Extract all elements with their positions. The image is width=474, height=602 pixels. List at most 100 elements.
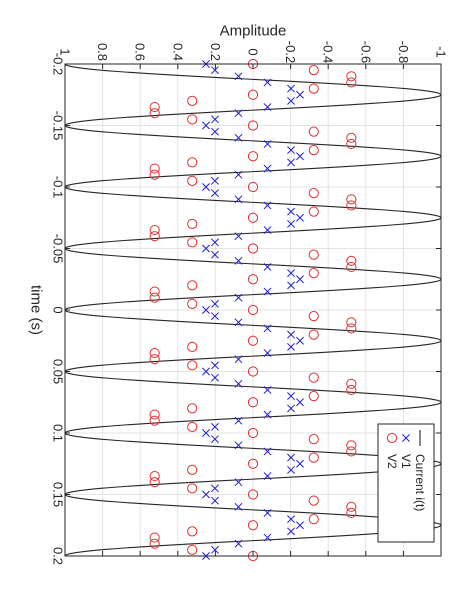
data-point-x-marker (211, 127, 219, 136)
data-point-x-marker (287, 342, 295, 351)
data-point-x-marker (211, 361, 219, 370)
data-point-circle-marker (346, 446, 357, 457)
data-point-circle-marker (308, 268, 319, 279)
x-tick-label: -0.05 (51, 234, 66, 264)
data-point-x-marker (287, 146, 295, 155)
series-v2 (149, 58, 357, 562)
data-point-x-marker (296, 336, 304, 345)
data-point-circle-marker (187, 298, 198, 309)
legend-entry-label: V2 (385, 454, 399, 469)
data-point-circle-marker (308, 249, 319, 260)
data-point-x-marker (287, 158, 295, 167)
data-point-circle-marker (187, 403, 198, 414)
data-point-circle-marker (149, 286, 160, 297)
data-point-circle-marker (346, 323, 357, 334)
data-point-x-marker (234, 232, 243, 241)
data-point-circle-marker (308, 206, 319, 217)
data-point-x-marker (234, 109, 243, 118)
data-point-circle-marker (247, 243, 259, 254)
legend-box (377, 423, 435, 543)
data-point-x-marker (211, 545, 219, 554)
x-tick-label: 0.05 (51, 359, 66, 384)
data-point-x-marker (263, 201, 272, 210)
y-tick-label: 0.8 (95, 43, 110, 61)
data-point-x-marker (296, 398, 304, 407)
x-tick-label: -0.2 (51, 53, 66, 75)
data-point-x-marker (263, 226, 272, 235)
data-point-x-marker (287, 219, 295, 228)
x-tick-label: 0.15 (51, 482, 66, 507)
data-point-circle-marker (149, 532, 160, 543)
data-point-circle-marker (149, 409, 160, 420)
data-point-circle-marker (346, 378, 357, 389)
data-point-x-marker (211, 189, 219, 198)
data-point-circle-marker (247, 212, 259, 223)
data-point-circle-marker (187, 360, 198, 371)
data-point-x-marker (263, 508, 272, 517)
data-point-x-marker (234, 170, 243, 179)
data-point-x-marker (287, 207, 295, 216)
y-tick-label: 0.4 (170, 43, 185, 61)
data-point-x-marker (287, 465, 295, 474)
data-point-x-marker (263, 349, 272, 358)
data-point-x-marker (234, 502, 243, 511)
data-point-x-marker (211, 312, 219, 321)
data-point-x-marker (202, 367, 210, 376)
data-point-x-marker (287, 453, 295, 462)
data-point-x-marker (234, 318, 243, 327)
legend-swatch-circle (386, 432, 398, 444)
data-point-circle-marker (346, 132, 357, 143)
y-tick-label: -1 (434, 46, 449, 58)
data-point-x-marker (263, 287, 272, 296)
y-tick-label: 0.2 (208, 43, 223, 61)
data-point-circle-marker (187, 175, 198, 186)
data-point-circle-marker (149, 538, 160, 549)
data-point-circle-marker (187, 95, 198, 107)
data-point-circle-marker (308, 145, 319, 156)
data-point-x-marker (234, 416, 243, 425)
data-point-circle-marker (187, 341, 198, 352)
data-point-circle-marker (187, 280, 198, 291)
data-point-circle-marker (308, 83, 319, 94)
data-point-circle-marker (346, 317, 357, 328)
data-point-circle-marker (346, 440, 357, 451)
data-point-circle-marker (247, 89, 259, 100)
data-point-x-marker (211, 484, 219, 493)
data-point-x-marker (234, 355, 243, 364)
data-point-x-marker (287, 527, 295, 536)
data-point-x-marker (202, 490, 210, 499)
data-point-x-marker (296, 275, 304, 284)
data-point-x-marker (211, 115, 219, 124)
data-point-x-marker (263, 410, 272, 419)
data-point-circle-marker (149, 163, 160, 174)
x-tick-label: 0.2 (51, 547, 66, 565)
data-point-circle-marker (247, 335, 259, 346)
series-v1 (202, 60, 304, 560)
data-point-x-marker (211, 66, 219, 75)
data-point-x-marker (234, 293, 243, 302)
data-point-x-marker (202, 306, 210, 314)
data-point-x-marker (296, 213, 304, 222)
data-point-x-marker (202, 121, 210, 130)
data-point-x-marker (234, 478, 243, 487)
data-point-x-marker (263, 324, 272, 333)
x-tick-label: 0 (51, 306, 66, 313)
data-point-x-marker (211, 422, 219, 431)
data-point-x-marker (263, 533, 272, 542)
x-axis-label: time (s) (28, 285, 45, 335)
data-point-circle-marker (247, 366, 259, 377)
y-tick-label: -0.8 (396, 41, 411, 63)
data-point-x-marker (263, 164, 272, 173)
data-point-circle-marker (149, 108, 160, 119)
data-point-circle-marker (149, 224, 160, 236)
data-point-x-marker (287, 281, 295, 290)
data-point-x-marker (296, 459, 304, 468)
data-point-circle-marker (308, 65, 319, 76)
data-point-x-marker (234, 539, 243, 548)
data-point-circle-marker (187, 237, 198, 248)
data-point-x-marker (296, 152, 304, 161)
data-point-x-marker (234, 379, 243, 388)
data-point-circle-marker (247, 181, 259, 193)
data-point-x-marker (211, 299, 219, 308)
